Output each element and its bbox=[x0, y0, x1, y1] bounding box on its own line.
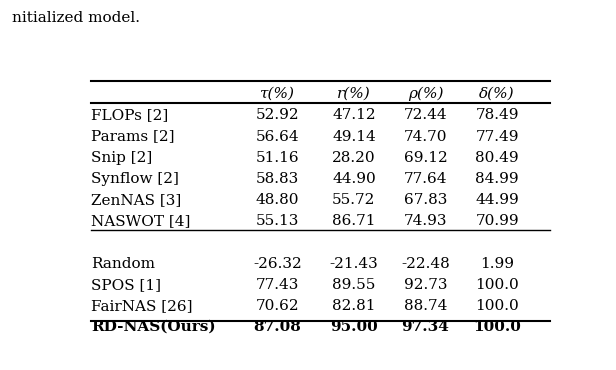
Text: 80.49: 80.49 bbox=[476, 151, 519, 165]
Text: -21.43: -21.43 bbox=[330, 256, 378, 270]
Text: Snip [2]: Snip [2] bbox=[91, 151, 153, 165]
Text: 100.0: 100.0 bbox=[475, 299, 519, 313]
Text: 1.99: 1.99 bbox=[480, 256, 514, 270]
Text: 77.64: 77.64 bbox=[403, 172, 447, 186]
Text: 56.64: 56.64 bbox=[256, 130, 299, 144]
Text: 86.71: 86.71 bbox=[332, 214, 376, 228]
Text: 77.43: 77.43 bbox=[256, 278, 299, 292]
Text: -26.32: -26.32 bbox=[253, 256, 302, 270]
Text: 55.13: 55.13 bbox=[256, 214, 299, 228]
Text: 69.12: 69.12 bbox=[403, 151, 447, 165]
Text: 88.74: 88.74 bbox=[404, 299, 447, 313]
Text: 95.00: 95.00 bbox=[330, 320, 378, 334]
Text: -22.48: -22.48 bbox=[401, 256, 450, 270]
Text: 100.0: 100.0 bbox=[475, 278, 519, 292]
Text: FairNAS [26]: FairNAS [26] bbox=[91, 299, 193, 313]
Text: 82.81: 82.81 bbox=[332, 299, 376, 313]
Text: SPOS [1]: SPOS [1] bbox=[91, 278, 161, 292]
Text: 51.16: 51.16 bbox=[256, 151, 299, 165]
Text: 100.0: 100.0 bbox=[473, 320, 521, 334]
Text: 77.49: 77.49 bbox=[476, 130, 519, 144]
Text: 52.92: 52.92 bbox=[256, 108, 299, 122]
Text: 74.70: 74.70 bbox=[403, 130, 447, 144]
Text: τ(%): τ(%) bbox=[260, 87, 295, 101]
Text: δ(%): δ(%) bbox=[479, 87, 515, 101]
Text: 74.93: 74.93 bbox=[403, 214, 447, 228]
Text: 72.44: 72.44 bbox=[403, 108, 447, 122]
Text: ZenNAS [3]: ZenNAS [3] bbox=[91, 193, 182, 207]
Text: ρ(%): ρ(%) bbox=[408, 87, 444, 101]
Text: r(%): r(%) bbox=[337, 87, 371, 101]
Text: 97.34: 97.34 bbox=[402, 320, 450, 334]
Text: 48.80: 48.80 bbox=[256, 193, 299, 207]
Text: 49.14: 49.14 bbox=[332, 130, 376, 144]
Text: 58.83: 58.83 bbox=[256, 172, 299, 186]
Text: 78.49: 78.49 bbox=[476, 108, 519, 122]
Text: 87.08: 87.08 bbox=[254, 320, 301, 334]
Text: Random: Random bbox=[91, 256, 155, 270]
Text: 55.72: 55.72 bbox=[332, 193, 376, 207]
Text: 84.99: 84.99 bbox=[476, 172, 519, 186]
Text: RD-NAS(Ours): RD-NAS(Ours) bbox=[91, 320, 216, 334]
Text: 70.62: 70.62 bbox=[256, 299, 299, 313]
Text: NASWOT [4]: NASWOT [4] bbox=[91, 214, 191, 228]
Text: Synflow [2]: Synflow [2] bbox=[91, 172, 179, 186]
Text: 70.99: 70.99 bbox=[476, 214, 519, 228]
Text: 47.12: 47.12 bbox=[332, 108, 376, 122]
Text: 44.99: 44.99 bbox=[475, 193, 519, 207]
Text: 67.83: 67.83 bbox=[404, 193, 447, 207]
Text: 92.73: 92.73 bbox=[403, 278, 447, 292]
Text: 44.90: 44.90 bbox=[332, 172, 376, 186]
Text: 89.55: 89.55 bbox=[332, 278, 376, 292]
Text: Params [2]: Params [2] bbox=[91, 130, 175, 144]
Text: FLOPs [2]: FLOPs [2] bbox=[91, 108, 169, 122]
Text: 28.20: 28.20 bbox=[332, 151, 376, 165]
Text: nitialized model.: nitialized model. bbox=[12, 11, 140, 25]
